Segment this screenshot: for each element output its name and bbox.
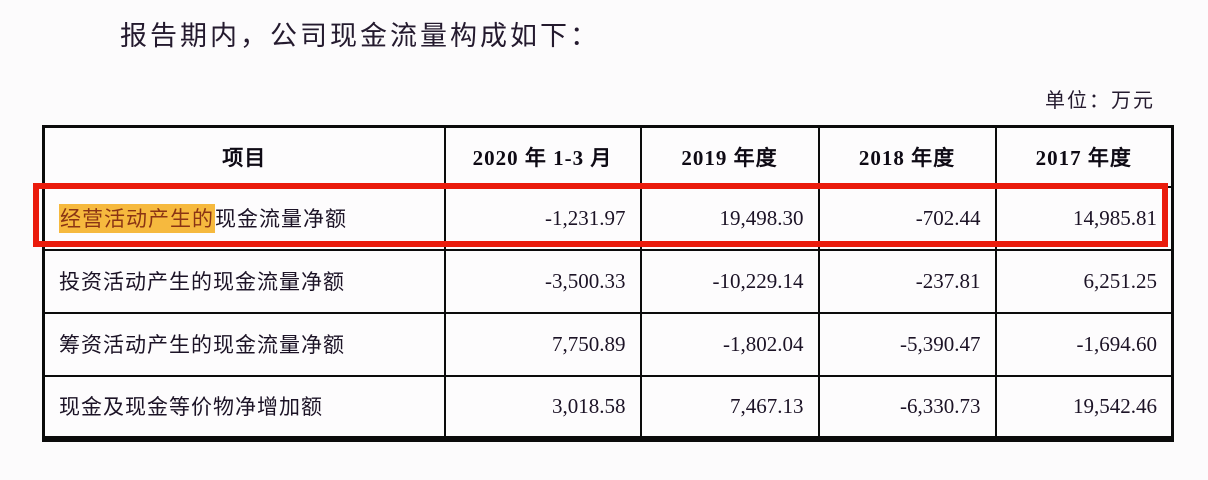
- col-header-2017: 2017 年度: [994, 125, 1174, 188]
- table-row-investing: 投资活动产生的现金流量净额 -3,500.33 -10,229.14 -237.…: [42, 248, 1174, 314]
- col-header-2020q1: 2020 年 1-3 月: [443, 125, 642, 188]
- cell-value: -702.44: [817, 185, 997, 251]
- cell-value: 6,251.25: [994, 248, 1174, 314]
- cell-value: 19,542.46: [994, 374, 1174, 440]
- table-row-operating: 经营活动产生的现金流量净额 -1,231.97 19,498.30 -702.4…: [42, 185, 1174, 251]
- yellow-highlighted-text: 经营活动产生的: [59, 204, 215, 233]
- cell-value: -5,390.47: [817, 311, 997, 377]
- cell-value: -1,694.60: [994, 311, 1174, 377]
- cell-value: -1,802.04: [639, 311, 820, 377]
- col-header-item: 项目: [42, 125, 446, 188]
- row-label-investing: 投资活动产生的现金流量净额: [42, 248, 446, 314]
- header-row: 项目 2020 年 1-3 月 2019 年度 2018 年度 2017 年度: [42, 125, 1174, 188]
- cell-value: 19,498.30: [639, 185, 820, 251]
- cell-value: 14,985.81: [994, 185, 1174, 251]
- cell-value: -10,229.14: [639, 248, 820, 314]
- table-row-financing: 筹资活动产生的现金流量净额 7,750.89 -1,802.04 -5,390.…: [42, 311, 1174, 377]
- col-header-2019: 2019 年度: [639, 125, 820, 188]
- cell-value: -1,231.97: [443, 185, 642, 251]
- cell-value: -6,330.73: [817, 374, 997, 440]
- col-header-2018: 2018 年度: [817, 125, 997, 188]
- cell-value: 7,750.89: [443, 311, 642, 377]
- cash-flow-table: 项目 2020 年 1-3 月 2019 年度 2018 年度 2017 年度 …: [42, 125, 1174, 442]
- cell-value: 7,467.13: [639, 374, 820, 440]
- table-row-net-increase: 现金及现金等价物净增加额 3,018.58 7,467.13 -6,330.73…: [42, 374, 1174, 440]
- row-label-rest: 现金流量净额: [215, 207, 347, 231]
- cell-value: -237.81: [817, 248, 997, 314]
- cell-value: 3,018.58: [443, 374, 642, 440]
- row-label-operating: 经营活动产生的现金流量净额: [42, 185, 446, 251]
- row-label-financing: 筹资活动产生的现金流量净额: [42, 311, 446, 377]
- row-label-net-increase: 现金及现金等价物净增加额: [42, 374, 446, 440]
- unit-label: 单位：万元: [1045, 90, 1155, 112]
- page-title: 报告期内，公司现金流量构成如下：: [120, 21, 600, 51]
- cell-value: -3,500.33: [443, 248, 642, 314]
